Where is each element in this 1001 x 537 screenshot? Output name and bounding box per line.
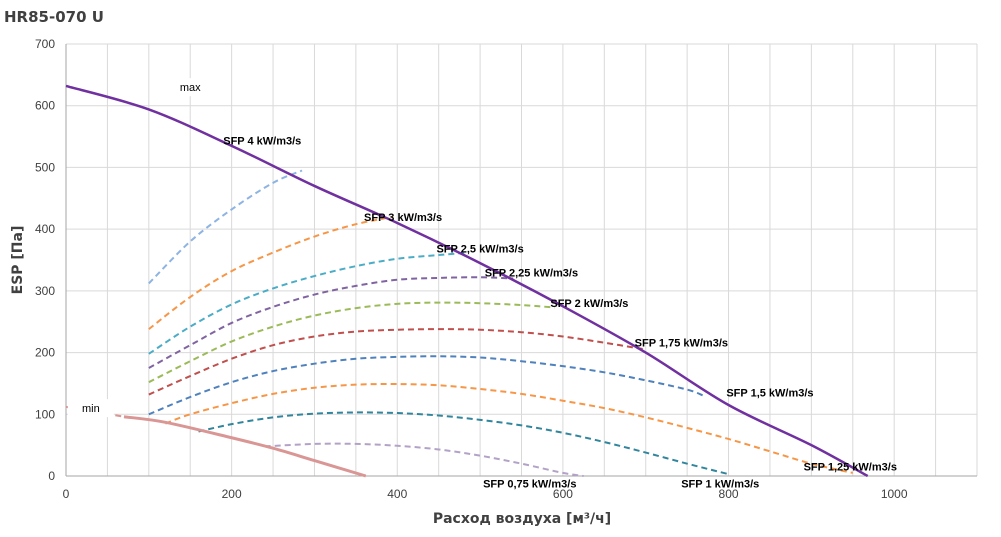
x-axis-label: Расход воздуха [м³/ч]	[433, 511, 611, 527]
sfp-curve	[148, 301, 555, 384]
sfp-curve	[165, 383, 853, 474]
sfp-curve	[264, 442, 584, 477]
sfp-series	[148, 169, 853, 477]
curve-label: SFP 1 kW/m3/s	[681, 478, 759, 490]
x-tick-label: 0	[63, 487, 70, 501]
curve-label: SFP 2,25 kW/m3/s	[485, 267, 578, 279]
x-tick-labels: 0 200 400 600 800 1000	[63, 487, 908, 501]
y-tick-label: 600	[35, 99, 55, 113]
sfp-curve	[148, 169, 303, 285]
curve-labels: max min SFP 4 kW/m3/s SFP 3 kW/m3/s SFP 2,5 …	[67, 78, 897, 490]
curve-label: max	[180, 82, 201, 94]
y-tick-label: 500	[35, 160, 55, 174]
x-tick-label: 200	[222, 487, 242, 501]
sfp-curve	[198, 411, 729, 476]
grid-lines	[65, 43, 978, 477]
sfp-curve	[148, 276, 514, 369]
curve-label: SFP 1,75 kW/m3/s	[635, 338, 728, 350]
y-axis-label: ESP [Па]	[10, 226, 26, 295]
curve-label: SFP 4 kW/m3/s	[223, 135, 301, 147]
min-curve	[123, 415, 367, 478]
label-background	[67, 399, 114, 418]
curve-label: SFP 2 kW/m3/s	[550, 298, 628, 310]
max-curve	[65, 84, 869, 478]
limit-curves	[65, 84, 869, 478]
y-tick-label: 400	[35, 222, 55, 236]
y-tick-label: 700	[35, 37, 55, 51]
chart-title: HR85-070 U	[4, 8, 104, 26]
x-tick-label: 600	[553, 487, 573, 501]
curve-label: SFP 1,5 kW/m3/s	[726, 388, 813, 400]
label-background	[167, 78, 214, 97]
sfp-curve	[148, 355, 705, 416]
curve-label: min	[82, 403, 100, 415]
sfp-curve	[148, 215, 394, 330]
curve-label: SFP 3 kW/m3/s	[364, 212, 442, 224]
x-tick-label: 400	[387, 487, 407, 501]
curve-label: SFP 0,75 kW/m3/s	[483, 478, 576, 490]
x-tick-label: 1000	[881, 487, 908, 501]
sfp-curve	[148, 251, 468, 355]
curve-label: SFP 1,25 kW/m3/s	[804, 462, 897, 474]
y-tick-labels: 0 100 200 300 400 500 600 700	[35, 37, 55, 483]
y-tick-label: 100	[35, 407, 55, 421]
y-tick-label: 0	[48, 469, 55, 483]
sfp-curve	[148, 328, 646, 396]
y-tick-label: 200	[35, 346, 55, 360]
x-tick-label: 800	[719, 487, 739, 501]
y-tick-label: 300	[35, 284, 55, 298]
curve-label: SFP 2,5 kW/m3/s	[436, 243, 523, 255]
